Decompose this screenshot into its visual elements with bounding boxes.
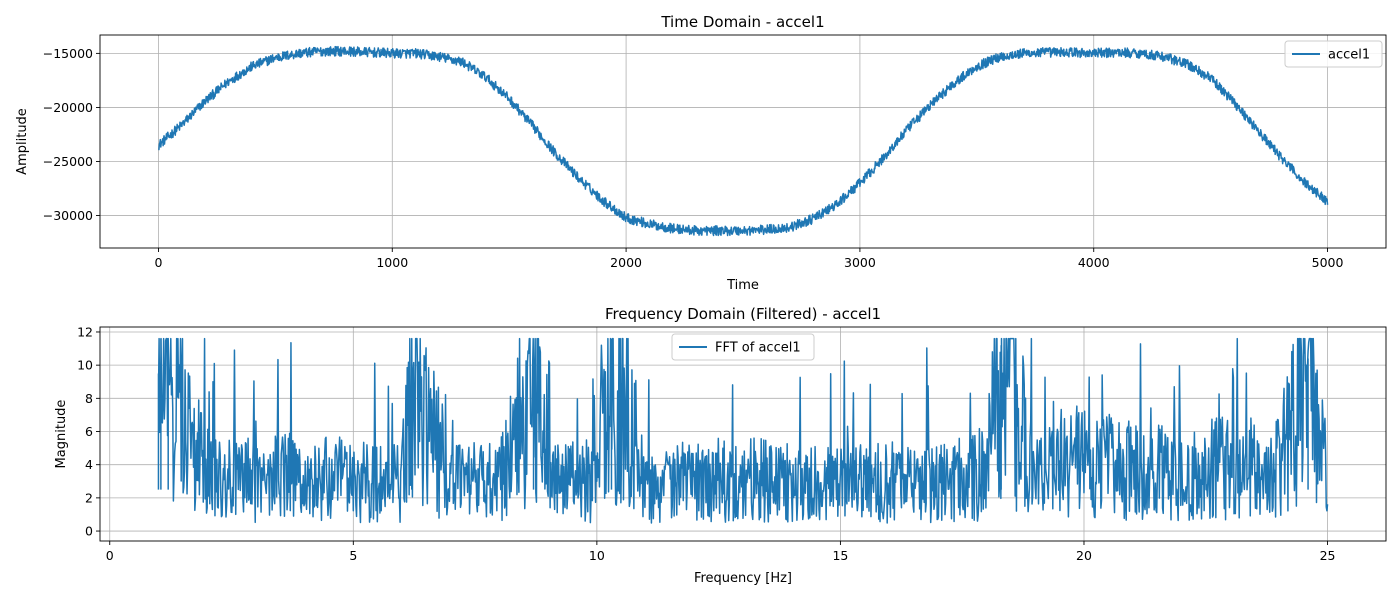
axes-frame: [99, 34, 1387, 249]
x-tick-label: 20: [1076, 548, 1092, 563]
x-tick-label: 15: [832, 548, 848, 563]
x-tick-label: 4000: [1078, 255, 1110, 270]
x-tick-label: 0: [154, 255, 162, 270]
legend-label: FFT of accel1: [715, 341, 801, 356]
legend-box: [671, 333, 815, 361]
x-tick-label: 1000: [376, 255, 408, 270]
chart-title: Frequency Domain (Filtered) - accel1: [605, 305, 881, 323]
legend-label: accel1: [1328, 48, 1370, 63]
frequency-domain-axes: 0 5 10 15 20 25 0 2 4 6 8 10 12 Frequency Domain (Fil…: [54, 305, 1387, 586]
y-axis-label: Amplitude: [15, 108, 30, 175]
y-tick-label: −30000: [43, 208, 93, 223]
y-tick-label: 12: [77, 324, 93, 339]
axes-frame: [99, 326, 1387, 542]
x-tick-label: 25: [1320, 548, 1336, 563]
x-axis-label: Frequency [Hz]: [694, 571, 792, 586]
legend: FFT of accel1: [671, 333, 815, 361]
y-tick-label: −20000: [43, 100, 93, 115]
legend: accel1: [1284, 40, 1383, 68]
x-tick-label: 10: [589, 548, 605, 563]
x-tick-label: 5: [349, 548, 357, 563]
series-line: [157, 337, 1329, 524]
x-tick-label: 5000: [1312, 255, 1344, 270]
x-tick-label: 3000: [844, 255, 876, 270]
x-axis-label: Time: [726, 278, 759, 293]
y-tick-label: 10: [77, 358, 93, 373]
legend-box: [1284, 40, 1383, 68]
y-tick-label: −25000: [43, 154, 93, 169]
y-tick-label: 4: [85, 457, 93, 472]
y-tick-label: −15000: [43, 46, 93, 61]
time-domain-axes: 0 1000 2000 3000 4000 5000 −30000 −25000 −20000 −…: [15, 13, 1387, 293]
x-tick-label: 0: [106, 548, 114, 563]
series-line: [157, 45, 1329, 237]
y-tick-label: 2: [85, 490, 93, 505]
x-tick-label: 2000: [610, 255, 642, 270]
y-tick-label: 0: [85, 524, 93, 539]
y-tick-label: 8: [85, 391, 93, 406]
y-axis-label: Magnitude: [54, 400, 69, 469]
chart-title: Time Domain - accel1: [660, 13, 824, 31]
y-tick-label: 6: [85, 424, 93, 439]
